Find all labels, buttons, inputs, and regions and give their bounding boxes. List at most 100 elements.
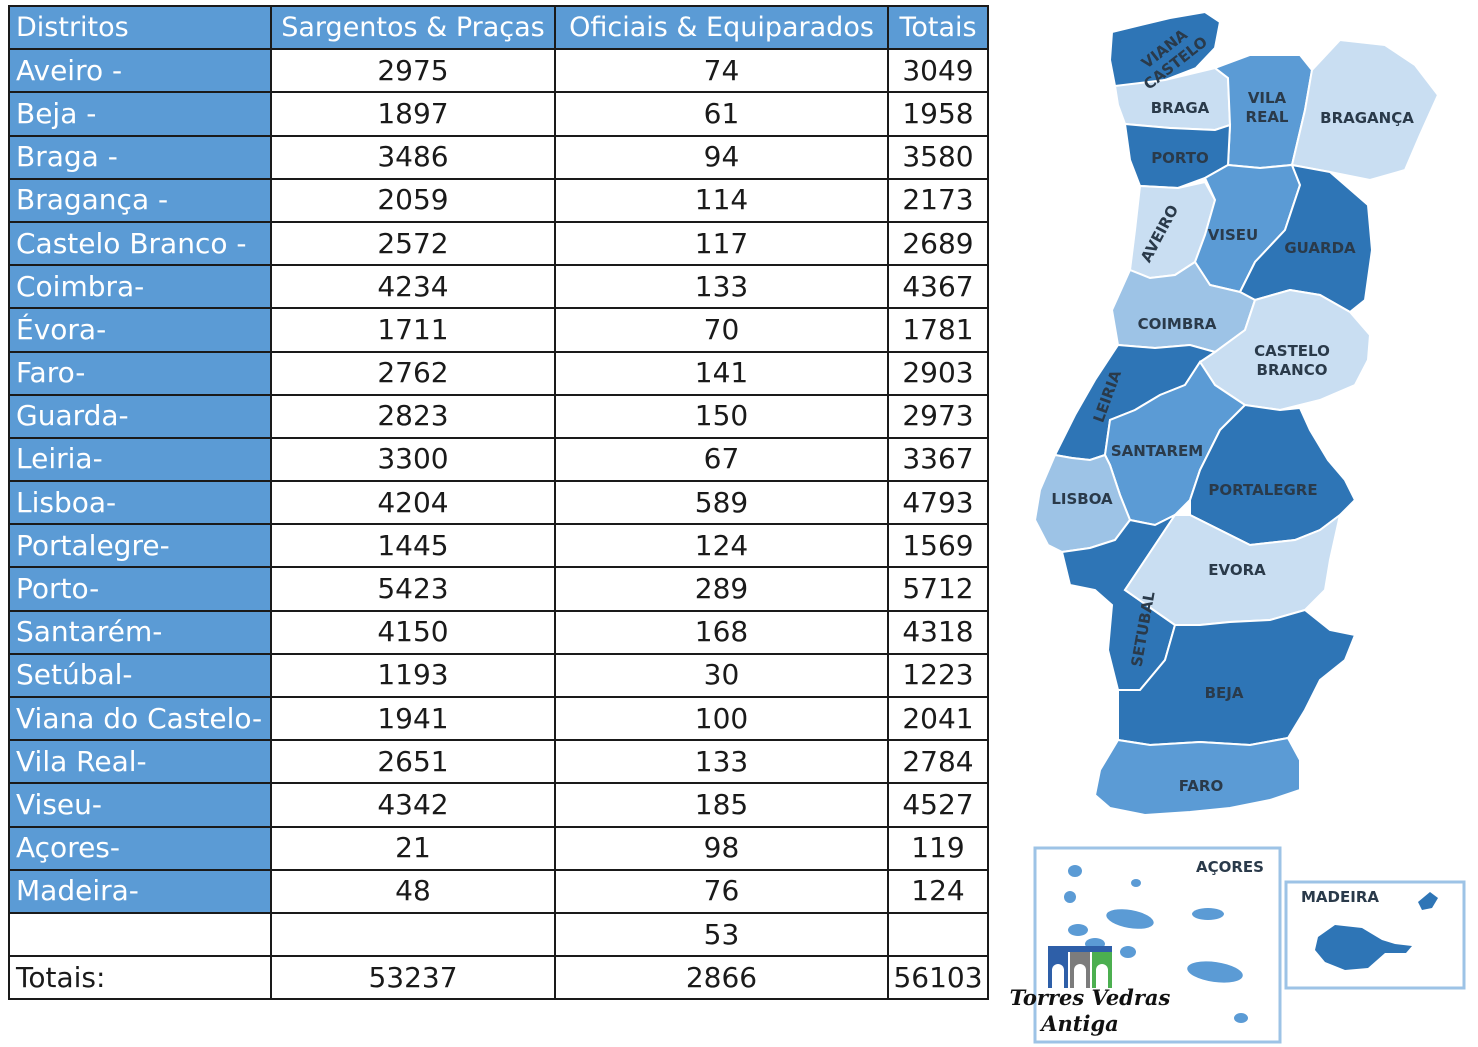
extra-row: 53 — [8, 911, 989, 958]
header-distritos: Distritos — [8, 4, 272, 51]
sargentos-cell: 4150 — [270, 609, 556, 655]
oficiais-cell: 67 — [554, 436, 889, 483]
oficiais-cell: 30 — [554, 652, 889, 699]
table-row: Setúbal- 1193 30 1223 — [8, 652, 989, 699]
total-cell: 1958 — [887, 91, 989, 137]
aqueduct-icon — [1048, 946, 1112, 988]
table-row: Guarda- 2823 150 2973 — [8, 393, 989, 439]
table-row: Évora- 1711 70 1781 — [8, 307, 989, 353]
header-oficiais: Oficiais & Equiparados — [554, 4, 889, 51]
total-cell: 124 — [887, 868, 989, 914]
district-name: Évora- — [8, 307, 272, 353]
table-row: Porto- 5423 289 5712 — [8, 566, 989, 612]
oficiais-cell: 100 — [554, 695, 889, 742]
district-evora — [1123, 512, 1342, 626]
total-cell: 3367 — [887, 436, 989, 483]
district-name: Coimbra- — [8, 264, 272, 310]
table-row: Santarém- 4150 168 4318 — [8, 609, 989, 655]
sargentos-cell: 4234 — [270, 264, 556, 310]
district-name: Portalegre- — [8, 523, 272, 569]
table-row: Castelo Branco -2572 117 2689 — [8, 220, 989, 267]
label-porto: PORTO — [1151, 149, 1209, 167]
district-name: Setúbal- — [8, 652, 272, 699]
table-row: Braga -3486 94 3580 — [8, 134, 989, 180]
district-beja — [1117, 608, 1357, 747]
district-braganca — [1290, 38, 1440, 182]
oficiais-cell: 289 — [554, 566, 889, 612]
label-guarda: GUARDA — [1284, 239, 1356, 257]
oficiais-cell: 70 — [554, 307, 889, 353]
totals-total: 56103 — [887, 955, 989, 1001]
oficiais-cell: 98 — [554, 825, 889, 871]
oficiais-cell: 168 — [554, 609, 889, 655]
extra-total-cell — [887, 911, 989, 958]
total-cell: 4367 — [887, 264, 989, 310]
totals-label: Totais: — [8, 955, 272, 1001]
sargentos-cell: 2572 — [270, 220, 556, 267]
label-beja: BEJA — [1205, 684, 1244, 702]
sargentos-cell: 48 — [270, 868, 556, 914]
acores-frame — [1033, 846, 1282, 1044]
total-cell: 2903 — [887, 350, 989, 396]
sargentos-cell: 4342 — [270, 782, 556, 828]
district-name: Viseu- — [8, 782, 272, 828]
totals-sargentos: 53237 — [270, 955, 556, 1001]
label-coimbra: COIMBRA — [1138, 315, 1217, 333]
district-name: Aveiro - — [8, 48, 272, 94]
district-name: Santarém- — [8, 609, 272, 655]
label-madeira: MADEIRA — [1301, 888, 1379, 906]
sargentos-cell: 2823 — [270, 393, 556, 439]
table-row: Viseu- 4342 185 4527 — [8, 782, 989, 828]
total-cell: 2784 — [887, 739, 989, 785]
oficiais-cell: 124 — [554, 523, 889, 569]
sargentos-cell: 3300 — [270, 436, 556, 483]
label-vila-real-1: VILA — [1248, 89, 1287, 107]
oficiais-cell: 589 — [554, 480, 889, 526]
sargentos-cell: 2762 — [270, 350, 556, 396]
sargentos-cell: 2059 — [270, 177, 556, 223]
district-name: Lisboa- — [8, 480, 272, 526]
porto-santo-island — [1418, 892, 1438, 910]
total-cell: 3049 — [887, 48, 989, 94]
oficiais-cell: 117 — [554, 220, 889, 267]
madeira-inset: MADEIRA — [1284, 880, 1466, 990]
table-row: Faro- 2762 141 2903 — [8, 350, 989, 396]
extra-district-cell — [8, 911, 272, 958]
sargentos-cell: 1941 — [270, 695, 556, 742]
table-row: Leiria- 3300 67 3367 — [8, 436, 989, 483]
district-name: Faro- — [8, 350, 272, 396]
sargentos-cell: 1445 — [270, 523, 556, 569]
total-cell: 2041 — [887, 695, 989, 742]
acores-inset: AÇORES — [1033, 846, 1282, 1044]
total-cell: 4527 — [887, 782, 989, 828]
sargentos-cell: 2975 — [270, 48, 556, 94]
oficiais-cell: 94 — [554, 134, 889, 180]
sargentos-cell: 1897 — [270, 91, 556, 137]
extra-oficiais-cell: 53 — [554, 911, 889, 958]
oficiais-cell: 76 — [554, 868, 889, 914]
label-santarem: SANTAREM — [1111, 442, 1203, 460]
label-braganca: BRAGANÇA — [1320, 109, 1414, 127]
logo-line-2: Antiga — [1039, 1011, 1119, 1036]
district-viana-do-castelo — [1108, 10, 1222, 90]
madeira-frame — [1284, 880, 1466, 990]
header-totais: Totais — [887, 4, 989, 51]
label-castelo-branco-1: CASTELO — [1254, 342, 1330, 360]
sargentos-cell: 21 — [270, 825, 556, 871]
sargentos-cell: 1193 — [270, 652, 556, 699]
table-row: Vila Real- 2651 133 2784 — [8, 739, 989, 785]
table-row: Portalegre- 1445 124 1569 — [8, 523, 989, 569]
extra-sargentos-cell — [270, 911, 556, 958]
label-viseu: VISEU — [1208, 226, 1258, 244]
district-name: Açores- — [8, 825, 272, 871]
total-cell: 1223 — [887, 652, 989, 699]
district-name: Leiria- — [8, 436, 272, 483]
table-row: Açores- 21 98 119 — [8, 825, 989, 871]
label-acores: AÇORES — [1196, 858, 1264, 876]
total-cell: 1781 — [887, 307, 989, 353]
table-header-row: Distritos Sargentos & Praças Oficiais & … — [8, 4, 989, 51]
sargentos-cell: 5423 — [270, 566, 556, 612]
sargentos-cell: 4204 — [270, 480, 556, 526]
header-sargentos: Sargentos & Praças — [270, 4, 556, 51]
total-cell: 4318 — [887, 609, 989, 655]
